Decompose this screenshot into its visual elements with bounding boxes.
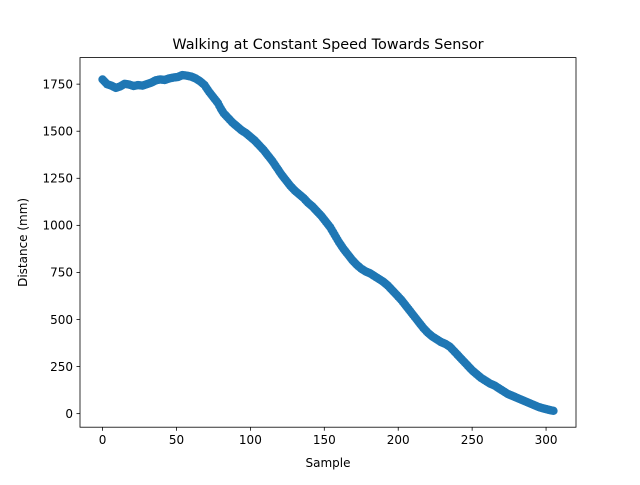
y-axis-ticks: 0 250 500 750 1000 1250 1500 1750 xyxy=(42,77,80,421)
x-tick-label: 50 xyxy=(169,433,184,447)
y-tick-label: 1750 xyxy=(42,77,73,91)
plot-frame xyxy=(79,57,577,428)
y-tick-label: 750 xyxy=(50,266,73,280)
y-tick-label: 500 xyxy=(50,313,73,327)
x-tick-label: 0 xyxy=(99,433,107,447)
x-axis-ticks: 0 50 100 150 200 250 300 xyxy=(99,427,558,447)
chart-title: Walking at Constant Speed Towards Sensor xyxy=(172,37,483,53)
data-point xyxy=(549,406,558,416)
x-tick-label: 250 xyxy=(461,433,484,447)
y-axis-label: Distance (mm) xyxy=(16,198,30,287)
y-tick-label: 1000 xyxy=(42,219,73,233)
y-tick-label: 1500 xyxy=(42,125,73,139)
x-axis-label: Sample xyxy=(306,456,351,470)
x-tick-label: 300 xyxy=(535,433,558,447)
x-tick-label: 150 xyxy=(313,433,336,447)
y-tick-label: 1250 xyxy=(42,172,73,186)
y-tick-label: 0 xyxy=(65,407,73,421)
y-tick-label: 250 xyxy=(50,360,73,374)
x-tick-label: 200 xyxy=(387,433,410,447)
plot-background xyxy=(80,57,576,428)
x-tick-label: 100 xyxy=(239,433,262,447)
data-points-group xyxy=(98,70,558,416)
